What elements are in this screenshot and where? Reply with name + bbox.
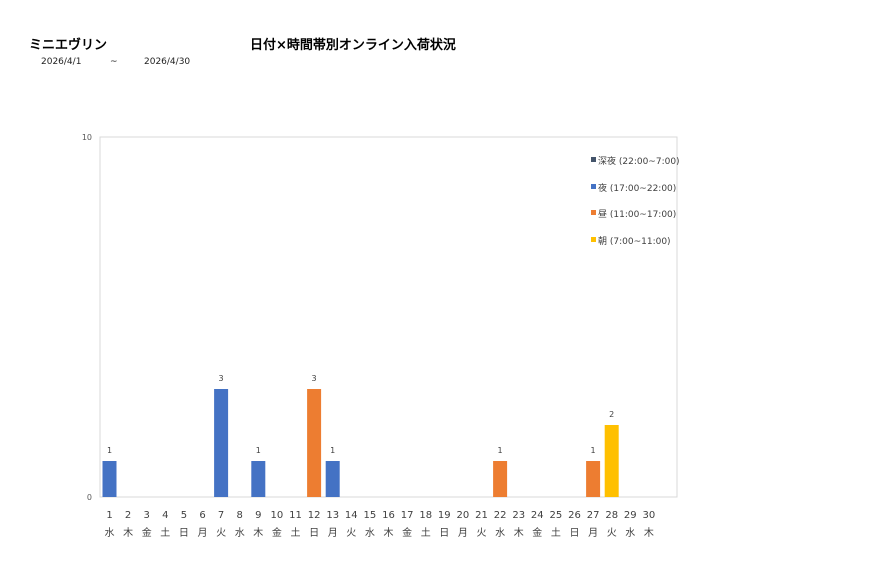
x-tick-weekday: 水 bbox=[235, 527, 245, 539]
x-tick-weekday: 火 bbox=[477, 527, 487, 539]
data-label: 3 bbox=[312, 374, 317, 383]
x-tick-weekday: 日 bbox=[179, 528, 189, 539]
bar bbox=[214, 389, 229, 497]
x-tick-label: 1 bbox=[106, 510, 112, 521]
x-tick-label: 6 bbox=[199, 510, 205, 521]
data-label: 3 bbox=[219, 374, 224, 383]
bar bbox=[251, 461, 266, 497]
x-tick-label: 3 bbox=[144, 510, 150, 521]
x-tick-label: 18 bbox=[419, 510, 432, 521]
bar bbox=[604, 425, 619, 497]
legend-swatch bbox=[591, 210, 596, 215]
legend-label: 夜 (17:00~22:00) bbox=[598, 183, 677, 194]
chart-title: 日付×時間帯別オンライン入荷状況 bbox=[250, 38, 456, 53]
x-tick-weekday: 木 bbox=[123, 527, 133, 539]
data-label: 1 bbox=[256, 446, 261, 455]
data-label: 1 bbox=[330, 446, 335, 455]
x-tick-label: 12 bbox=[308, 510, 321, 521]
x-tick-weekday: 日 bbox=[570, 528, 580, 539]
data-label: 1 bbox=[498, 446, 503, 455]
x-tick-weekday: 土 bbox=[160, 526, 170, 539]
x-tick-weekday: 日 bbox=[439, 528, 449, 539]
store-name: ミニエヴリン bbox=[29, 38, 108, 53]
x-tick-weekday: 水 bbox=[365, 527, 375, 539]
x-tick-label: 19 bbox=[438, 510, 451, 521]
x-tick-weekday: 金 bbox=[272, 526, 282, 539]
x-tick-weekday: 日 bbox=[309, 528, 319, 539]
x-tick-weekday: 金 bbox=[402, 526, 412, 539]
x-tick-weekday: 木 bbox=[514, 527, 524, 539]
date-from: 2026/4/1 bbox=[41, 57, 82, 67]
bar bbox=[586, 461, 601, 497]
bar bbox=[493, 461, 508, 497]
x-tick-label: 9 bbox=[255, 510, 261, 521]
x-tick-weekday: 火 bbox=[216, 527, 226, 539]
x-tick-label: 23 bbox=[512, 510, 525, 521]
x-tick-label: 21 bbox=[475, 510, 488, 521]
x-tick-label: 30 bbox=[643, 510, 656, 521]
legend-swatch bbox=[591, 236, 596, 242]
x-tick-label: 20 bbox=[457, 510, 470, 521]
plot-area-border bbox=[99, 136, 678, 498]
bar bbox=[102, 461, 117, 497]
legend-item: 夜 (17:00~22:00) bbox=[591, 181, 680, 208]
x-tick-weekday: 木 bbox=[253, 527, 263, 539]
data-label: 1 bbox=[107, 446, 112, 455]
data-label: 2 bbox=[609, 410, 614, 419]
x-tick-label: 16 bbox=[382, 510, 395, 521]
x-tick-label: 29 bbox=[624, 510, 637, 521]
legend-item: 朝 (7:00~11:00) bbox=[591, 234, 680, 261]
x-tick-label: 11 bbox=[289, 510, 302, 521]
legend-swatch bbox=[591, 183, 596, 189]
x-tick-weekday: 月 bbox=[328, 527, 338, 539]
y-tick-label: 0 bbox=[87, 493, 92, 502]
x-tick-weekday: 月 bbox=[198, 527, 208, 539]
x-tick-weekday: 木 bbox=[384, 527, 394, 539]
x-tick-weekday: 月 bbox=[588, 527, 598, 539]
data-label: 1 bbox=[591, 446, 596, 455]
legend-label: 昼 (11:00~17:00) bbox=[598, 210, 677, 220]
x-tick-weekday: 金 bbox=[142, 526, 152, 539]
x-tick-weekday: 水 bbox=[625, 527, 635, 539]
x-tick-weekday: 土 bbox=[551, 526, 561, 539]
x-tick-label: 13 bbox=[326, 510, 339, 521]
x-tick-weekday: 金 bbox=[532, 526, 542, 539]
bar bbox=[325, 461, 340, 497]
x-tick-weekday: 火 bbox=[346, 527, 356, 539]
y-tick-label: 10 bbox=[82, 133, 92, 142]
legend-item: 昼 (11:00~17:00) bbox=[591, 207, 680, 234]
legend-label: 朝 (7:00~11:00) bbox=[598, 236, 671, 247]
x-tick-label: 28 bbox=[605, 510, 618, 521]
x-tick-label: 27 bbox=[587, 510, 600, 521]
bar bbox=[307, 389, 322, 497]
x-tick-label: 25 bbox=[550, 510, 563, 521]
legend-swatch bbox=[591, 157, 596, 162]
x-tick-label: 15 bbox=[364, 510, 377, 521]
x-tick-label: 26 bbox=[568, 510, 581, 521]
x-tick-label: 24 bbox=[531, 510, 544, 521]
legend-label: 深夜 (22:00~7:00) bbox=[598, 157, 680, 167]
x-tick-label: 5 bbox=[181, 510, 187, 521]
x-tick-label: 8 bbox=[237, 510, 243, 521]
x-tick-label: 7 bbox=[218, 510, 224, 521]
x-tick-weekday: 土 bbox=[421, 526, 431, 539]
date-to: 2026/4/30 bbox=[144, 57, 191, 67]
x-tick-weekday: 水 bbox=[495, 527, 505, 539]
x-tick-weekday: 火 bbox=[607, 527, 617, 539]
x-tick-label: 17 bbox=[401, 510, 414, 521]
x-tick-label: 2 bbox=[125, 510, 131, 521]
x-tick-weekday: 水 bbox=[105, 527, 115, 539]
legend-item: 深夜 (22:00~7:00) bbox=[591, 154, 680, 181]
legend: 深夜 (22:00~7:00) 夜 (17:00~22:00) 昼 (11:00~1… bbox=[591, 154, 680, 260]
x-tick-label: 10 bbox=[271, 510, 284, 521]
date-separator: ~ bbox=[110, 57, 118, 67]
x-tick-weekday: 木 bbox=[644, 527, 654, 539]
x-tick-weekday: 月 bbox=[458, 527, 468, 539]
x-tick-weekday: 土 bbox=[291, 526, 301, 539]
x-tick-label: 4 bbox=[162, 510, 168, 521]
x-tick-label: 22 bbox=[494, 510, 507, 521]
x-tick-label: 14 bbox=[345, 510, 358, 521]
